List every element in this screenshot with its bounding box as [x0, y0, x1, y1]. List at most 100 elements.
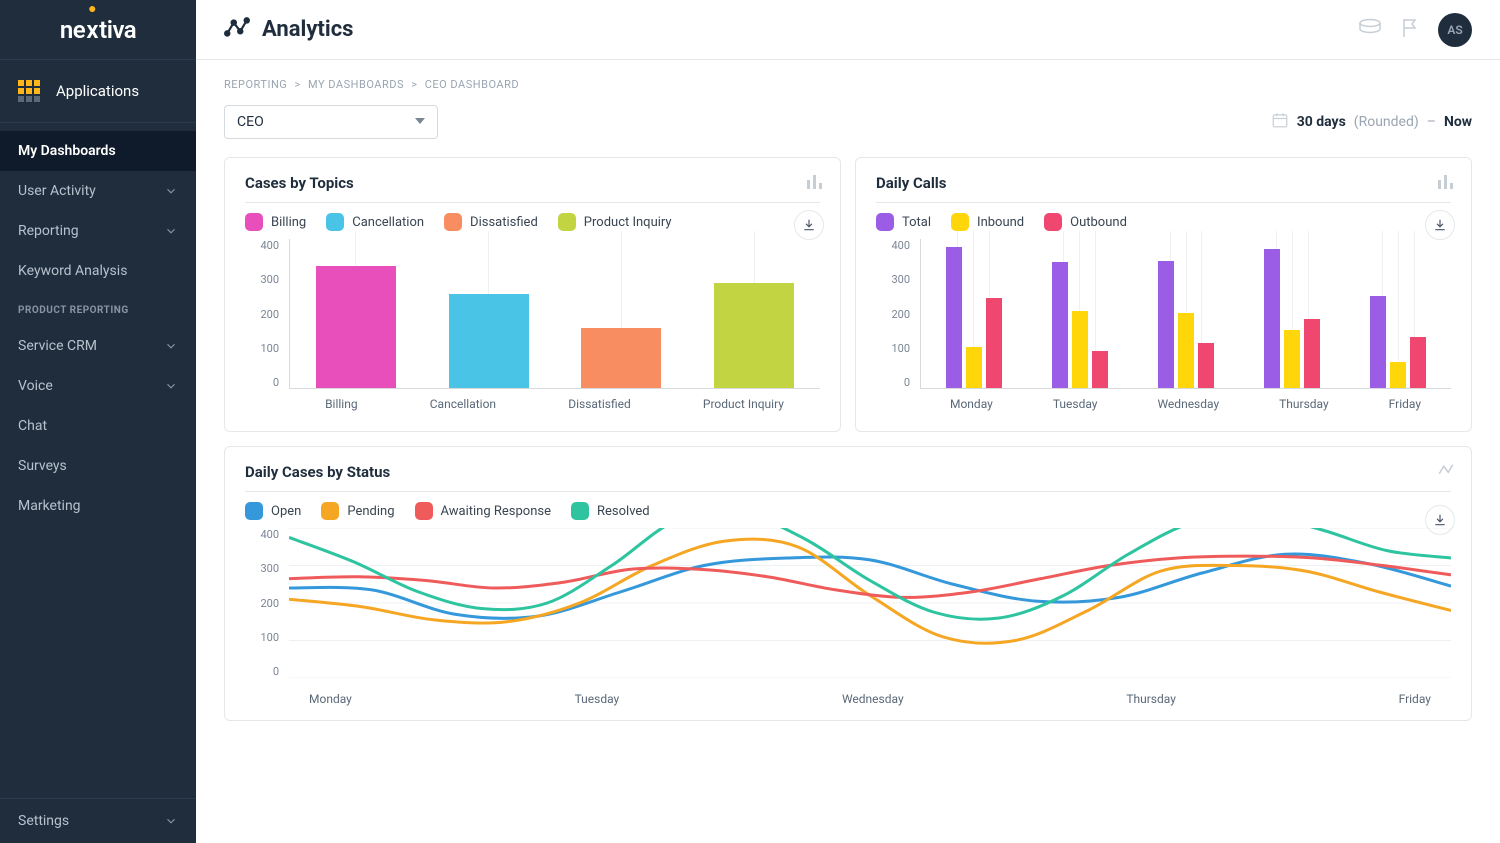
- legend-item[interactable]: Outbound: [1044, 213, 1127, 231]
- bar[interactable]: [986, 298, 1002, 388]
- nav-item-chat[interactable]: Chat: [0, 406, 196, 446]
- xaxis-status: MondayTuesdayWednesdayThursdayFriday: [289, 682, 1451, 706]
- nav: My Dashboards User Activity ReportingKeywo…: [0, 123, 196, 798]
- nav-item-reporting[interactable]: Reporting: [0, 211, 196, 251]
- bar[interactable]: [316, 266, 396, 388]
- legend-item[interactable]: Pending: [321, 502, 394, 520]
- xaxis-calls: MondayTuesdayWednesdayThursdayFriday: [920, 389, 1451, 411]
- bar[interactable]: [1198, 343, 1214, 388]
- card-status: Daily Cases by Status Open Pending Awaitin…: [224, 446, 1472, 721]
- bar[interactable]: [946, 247, 962, 388]
- nav-label: User Activity: [18, 183, 96, 199]
- bar[interactable]: [1178, 313, 1194, 388]
- nav-label: Service CRM: [18, 338, 97, 354]
- legend-calls: Total Inbound Outbound: [876, 213, 1451, 231]
- legend-item[interactable]: Cancellation: [326, 213, 424, 231]
- download-button[interactable]: [794, 210, 824, 240]
- flag-icon[interactable]: [1400, 17, 1420, 43]
- line-series[interactable]: [289, 556, 1451, 597]
- bar[interactable]: [966, 347, 982, 388]
- legend-item[interactable]: Open: [245, 502, 301, 520]
- xtick: Cancellation: [430, 397, 496, 411]
- card-title-status: Daily Cases by Status: [245, 463, 1451, 492]
- settings-button[interactable]: Settings: [0, 798, 196, 843]
- applications-button[interactable]: Applications: [0, 60, 196, 123]
- legend-item[interactable]: Total: [876, 213, 931, 231]
- legend-swatch: [245, 213, 263, 231]
- legend-label: Dissatisfied: [470, 215, 538, 230]
- breadcrumb-c[interactable]: CEO DASHBOARD: [425, 78, 519, 91]
- legend-swatch: [951, 213, 969, 231]
- ytick: 0: [245, 376, 285, 389]
- user-avatar[interactable]: AS: [1438, 13, 1472, 47]
- topbar-left: Analytics: [224, 15, 353, 45]
- xtick: Tuesday: [1053, 397, 1098, 411]
- ytick: 100: [245, 342, 285, 355]
- date-range[interactable]: 30 days (Rounded) – Now: [1271, 111, 1472, 133]
- xtick: Friday: [1389, 397, 1421, 411]
- bar[interactable]: [1092, 351, 1108, 389]
- legend-item[interactable]: Awaiting Response: [415, 502, 552, 520]
- bar[interactable]: [1052, 262, 1068, 388]
- card-calls: Daily Calls TotalInboundOutbound 4003002…: [855, 157, 1472, 432]
- bar[interactable]: [1284, 330, 1300, 388]
- legend-label: Billing: [271, 215, 306, 230]
- bar[interactable]: [1304, 319, 1320, 388]
- line-series[interactable]: [289, 528, 1451, 619]
- legend-swatch: [321, 502, 339, 520]
- legend-item[interactable]: Product Inquiry: [558, 213, 672, 231]
- bar[interactable]: [1370, 296, 1386, 388]
- legend-label: Pending: [347, 504, 394, 519]
- bars-topics: [289, 239, 820, 389]
- caret-down-icon: [415, 114, 425, 130]
- download-button[interactable]: [1425, 210, 1455, 240]
- xtick: Wednesday: [1157, 397, 1219, 411]
- nav-item-service-crm[interactable]: Service CRM: [0, 326, 196, 366]
- nav-label: Chat: [18, 418, 47, 434]
- stack-icon[interactable]: [1358, 18, 1382, 42]
- bar[interactable]: [1158, 261, 1174, 389]
- controls-row: CEO 30 days (Rounded) – Now: [224, 105, 1472, 139]
- bar[interactable]: [1072, 311, 1088, 388]
- bar-group: [1370, 296, 1426, 388]
- brand-logo: ne●xtiva: [60, 16, 136, 44]
- bar[interactable]: [1264, 249, 1280, 388]
- brand-pre: ne: [60, 16, 85, 44]
- nav-item-voice[interactable]: Voice: [0, 366, 196, 406]
- bar-chart-icon[interactable]: [806, 172, 824, 194]
- nav-label: Voice: [18, 378, 53, 394]
- bar[interactable]: [449, 294, 529, 388]
- chevron-down-icon: [164, 339, 178, 353]
- legend-item[interactable]: Billing: [245, 213, 306, 231]
- bar[interactable]: [1410, 337, 1426, 388]
- nav-item-user-activity[interactable]: User Activity: [0, 171, 196, 211]
- nav-item-keyword-analysis[interactable]: Keyword Analysis: [0, 251, 196, 291]
- legend-item[interactable]: Dissatisfied: [444, 213, 538, 231]
- nav-section-label: PRODUCT REPORTING: [0, 291, 196, 326]
- legend-swatch: [558, 213, 576, 231]
- bar[interactable]: [1390, 362, 1406, 388]
- nav-item-surveys[interactable]: Surveys: [0, 446, 196, 486]
- ytick: 300: [876, 273, 916, 286]
- bar-group: [1052, 262, 1108, 388]
- bar[interactable]: [714, 283, 794, 388]
- bar-chart-icon[interactable]: [1437, 172, 1455, 194]
- breadcrumb-a[interactable]: REPORTING: [224, 78, 287, 91]
- ytick: 100: [245, 631, 285, 644]
- legend-item[interactable]: Resolved: [571, 502, 650, 520]
- nav-item-my-dashboards[interactable]: My Dashboards: [0, 131, 196, 171]
- breadcrumb-sep: >: [411, 78, 417, 91]
- legend-swatch: [444, 213, 462, 231]
- legend-swatch: [1044, 213, 1062, 231]
- legend-swatch: [245, 502, 263, 520]
- line-chart-icon[interactable]: [1437, 461, 1455, 483]
- breadcrumb-b[interactable]: MY DASHBOARDS: [308, 78, 404, 91]
- nav-item-marketing[interactable]: Marketing: [0, 486, 196, 526]
- ytick: 300: [245, 562, 285, 575]
- chart-topics: 4003002001000 BillingCancellationDissati…: [245, 239, 820, 417]
- xtick: Friday: [1399, 692, 1431, 706]
- bar[interactable]: [581, 328, 661, 388]
- legend-item[interactable]: Inbound: [951, 213, 1024, 231]
- dashboard-selector[interactable]: CEO: [224, 105, 438, 139]
- cards-row-top: Cases by Topics BillingCancellationDissa…: [224, 157, 1472, 432]
